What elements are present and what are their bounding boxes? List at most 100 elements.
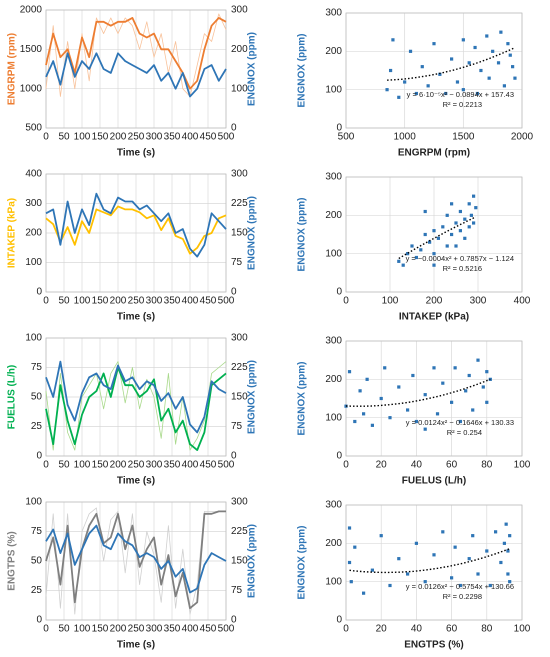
x-tick-label: 20 bbox=[376, 624, 388, 635]
point bbox=[347, 560, 352, 565]
x-tick-label: 450 bbox=[200, 132, 217, 143]
y-tick-label: 0 bbox=[336, 615, 342, 626]
point bbox=[450, 576, 454, 580]
y2-tick-label: 0 bbox=[231, 451, 237, 462]
y2-tick-label: 150 bbox=[231, 556, 248, 567]
point bbox=[432, 553, 436, 557]
x-tick-label: 500 bbox=[218, 132, 235, 143]
point bbox=[454, 244, 458, 248]
y-tick-label: 500 bbox=[25, 123, 42, 134]
x-tick-label: 60 bbox=[446, 460, 458, 471]
point bbox=[428, 240, 432, 244]
point bbox=[432, 252, 436, 256]
x-tick-label: 20 bbox=[376, 460, 388, 471]
y2-tick-label: 225 bbox=[231, 362, 248, 373]
x-tick-label: 200 bbox=[110, 624, 127, 635]
x-tick-label: 50 bbox=[58, 624, 70, 635]
x-tick-label: 350 bbox=[164, 132, 181, 143]
y-tick-label: 75 bbox=[31, 362, 43, 373]
x-tick-label: 250 bbox=[128, 624, 145, 635]
y2-tick-label: 150 bbox=[231, 228, 248, 239]
y-tick-label: 75 bbox=[31, 526, 43, 537]
point bbox=[388, 583, 392, 588]
point bbox=[423, 232, 427, 237]
y2-axis-title: ENGNOX (ppm) bbox=[247, 196, 258, 270]
series-line bbox=[45, 17, 227, 90]
point bbox=[458, 583, 462, 588]
trend-annotation: R² = 0.254 bbox=[447, 428, 482, 437]
y-axis-title: ENGNOX (ppm) bbox=[297, 362, 308, 436]
point bbox=[423, 209, 427, 214]
y-tick-label: 200 bbox=[325, 210, 342, 221]
y-tick-label: 100 bbox=[325, 84, 342, 95]
point bbox=[472, 194, 476, 198]
y-tick-label: 300 bbox=[325, 336, 342, 347]
x-tick-label: 40 bbox=[411, 460, 423, 471]
y-tick-label: 300 bbox=[325, 500, 342, 511]
x-tick-label: 200 bbox=[426, 296, 443, 307]
point bbox=[454, 221, 458, 225]
trend-annotation: y = 6·10⁻⁵x² − 0.0894x + 157.43 bbox=[407, 90, 514, 99]
point bbox=[506, 572, 510, 576]
point bbox=[397, 259, 401, 263]
point bbox=[347, 370, 352, 374]
y-tick-label: 100 bbox=[325, 576, 342, 587]
y2-axis-title: ENGNOX (ppm) bbox=[247, 360, 258, 434]
y2-tick-label: 0 bbox=[231, 615, 237, 626]
y-tick-label: 300 bbox=[25, 198, 42, 209]
point bbox=[463, 217, 467, 221]
y-tick-label: 100 bbox=[325, 412, 342, 423]
trend-annotation: R² = 0.2298 bbox=[443, 592, 482, 601]
point bbox=[499, 560, 503, 565]
point bbox=[469, 213, 473, 217]
point bbox=[450, 232, 454, 237]
x-axis-title: ENGTPS (%) bbox=[404, 640, 463, 651]
y2-tick-label: 150 bbox=[231, 392, 248, 403]
y-tick-label: 25 bbox=[31, 585, 43, 596]
x-tick-label: 100 bbox=[514, 460, 531, 471]
point bbox=[458, 229, 462, 233]
y-tick-label: 100 bbox=[25, 257, 42, 268]
x-tick-label: 0 bbox=[43, 132, 49, 143]
point bbox=[365, 377, 369, 381]
x-tick-label: 400 bbox=[182, 132, 199, 143]
point bbox=[432, 366, 436, 370]
y-axis-title: ENGRPM (rpm) bbox=[7, 33, 18, 105]
x-tick-label: 50 bbox=[58, 296, 70, 307]
y-tick-label: 200 bbox=[325, 374, 342, 385]
y-tick-label: 0 bbox=[336, 123, 342, 134]
x-tick-label: 0 bbox=[343, 296, 349, 307]
point bbox=[511, 65, 515, 69]
x-axis-title: Time (s) bbox=[117, 148, 155, 159]
trendline bbox=[387, 46, 516, 81]
y2-tick-label: 300 bbox=[231, 169, 248, 180]
y-tick-label: 1000 bbox=[20, 83, 43, 94]
x-tick-label: 100 bbox=[74, 624, 91, 635]
point bbox=[379, 396, 383, 401]
point bbox=[467, 202, 471, 206]
y2-tick-label: 225 bbox=[231, 198, 248, 209]
y-tick-label: 50 bbox=[31, 556, 43, 567]
point bbox=[349, 580, 353, 584]
point bbox=[467, 61, 471, 65]
x-tick-label: 100 bbox=[74, 296, 91, 307]
series-line bbox=[45, 205, 227, 255]
point bbox=[403, 80, 407, 84]
point bbox=[411, 373, 415, 378]
point bbox=[445, 244, 449, 248]
x-tick-label: 500 bbox=[218, 460, 235, 471]
point bbox=[467, 373, 471, 378]
point bbox=[385, 88, 389, 92]
point bbox=[471, 408, 475, 412]
x-tick-label: 450 bbox=[200, 296, 217, 307]
point bbox=[401, 263, 405, 267]
point bbox=[508, 580, 512, 584]
point bbox=[414, 91, 418, 96]
series-line bbox=[45, 524, 227, 594]
x-tick-label: 150 bbox=[92, 624, 109, 635]
x-tick-label: 1500 bbox=[452, 132, 475, 143]
point bbox=[432, 229, 436, 233]
x-tick-label: 0 bbox=[343, 460, 349, 471]
point bbox=[414, 255, 418, 260]
x-tick-label: 150 bbox=[92, 460, 109, 471]
